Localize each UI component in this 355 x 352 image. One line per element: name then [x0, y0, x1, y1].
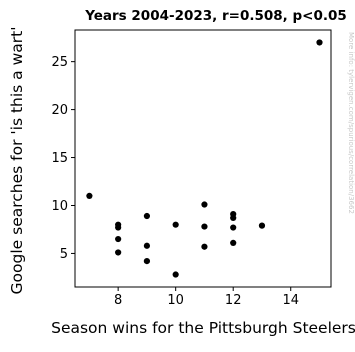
chart-title: Years 2004-2023, r=0.508, p<0.05: [84, 8, 347, 24]
data-point: [172, 271, 179, 278]
watermark: More info: tylervigen.com/spurious/corre…: [347, 32, 355, 214]
data-point: [201, 243, 208, 250]
x-tick-label: 8: [114, 293, 122, 308]
data-point: [230, 214, 237, 222]
data-point: [258, 222, 266, 229]
x-tick-label: 14: [282, 293, 299, 308]
data-point: [143, 212, 151, 220]
data-point: [316, 39, 323, 46]
y-axis-label: Google searches for 'is this a wart': [8, 27, 26, 295]
data-point: [115, 249, 122, 256]
data-point: [230, 224, 237, 231]
data-point: [115, 235, 122, 243]
data-points: [86, 39, 323, 278]
y-tick-label: 25: [51, 55, 68, 70]
y-tick-label: 15: [51, 151, 68, 166]
x-axis-label: Season wins for the Pittsburgh Steelers: [51, 319, 355, 337]
data-point: [143, 258, 151, 265]
y-tick-label: 20: [51, 103, 68, 118]
data-point: [172, 221, 179, 228]
data-point: [201, 223, 208, 230]
x-axis-ticks: 8 10 12 14: [114, 287, 299, 308]
y-tick-label: 5: [60, 247, 68, 262]
data-point: [201, 201, 208, 208]
y-axis-ticks: 5 10 15 20 25: [51, 55, 75, 262]
data-point: [115, 224, 122, 231]
x-tick-label: 12: [225, 293, 242, 308]
data-point: [86, 192, 93, 199]
x-tick-label: 10: [167, 293, 184, 308]
data-point: [230, 239, 237, 246]
data-point: [143, 242, 151, 249]
y-tick-label: 10: [51, 199, 68, 214]
